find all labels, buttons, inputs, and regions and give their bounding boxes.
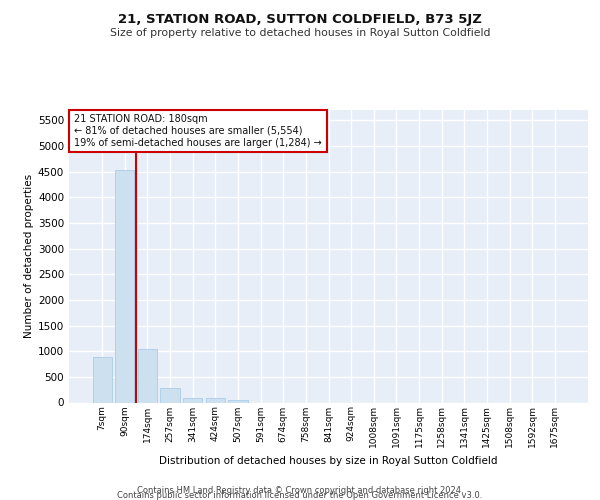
Text: 21 STATION ROAD: 180sqm
← 81% of detached houses are smaller (5,554)
19% of semi: 21 STATION ROAD: 180sqm ← 81% of detache…	[74, 114, 322, 148]
Text: Contains public sector information licensed under the Open Government Licence v3: Contains public sector information licen…	[118, 491, 482, 500]
Bar	[183, 398, 202, 402]
Bar	[160, 388, 180, 402]
Bar	[138, 348, 157, 403]
X-axis label: Distribution of detached houses by size in Royal Sutton Coldfield: Distribution of detached houses by size …	[159, 456, 498, 466]
Text: Contains HM Land Registry data © Crown copyright and database right 2024.: Contains HM Land Registry data © Crown c…	[137, 486, 463, 495]
Bar	[229, 400, 248, 402]
Bar	[92, 358, 112, 403]
Y-axis label: Number of detached properties: Number of detached properties	[24, 174, 34, 338]
Text: Size of property relative to detached houses in Royal Sutton Coldfield: Size of property relative to detached ho…	[110, 28, 490, 38]
Bar	[206, 398, 225, 402]
Text: 21, STATION ROAD, SUTTON COLDFIELD, B73 5JZ: 21, STATION ROAD, SUTTON COLDFIELD, B73 …	[118, 12, 482, 26]
Bar	[115, 170, 134, 402]
